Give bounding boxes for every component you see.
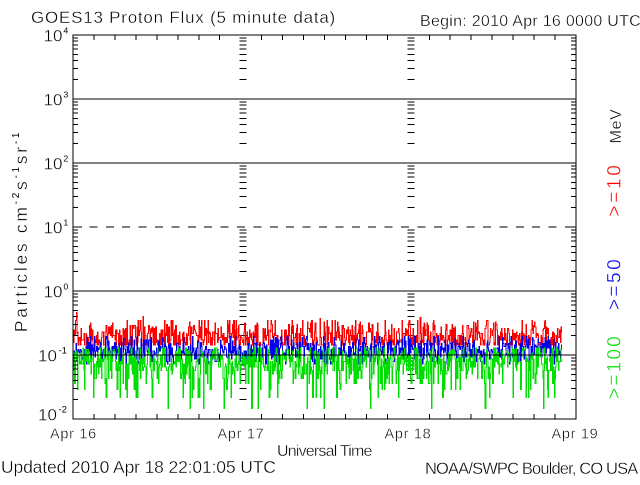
svg-text:10: 10	[44, 27, 63, 46]
svg-text:Universal Time: Universal Time	[277, 443, 373, 460]
svg-text:Apr 16: Apr 16	[50, 427, 97, 443]
svg-text:3: 3	[64, 90, 69, 100]
svg-text:GOES13 Proton Flux (5 minute d: GOES13 Proton Flux (5 minute data)	[31, 8, 336, 27]
svg-text:10: 10	[38, 406, 57, 425]
svg-text:10: 10	[44, 219, 63, 238]
svg-text:10: 10	[44, 283, 63, 302]
svg-text:MeV: MeV	[608, 109, 625, 144]
svg-text:10: 10	[44, 91, 63, 110]
svg-text:Apr 19: Apr 19	[552, 427, 599, 443]
svg-text:10: 10	[44, 155, 63, 174]
svg-text:10: 10	[38, 347, 57, 366]
svg-text:-1: -1	[59, 346, 67, 357]
svg-text:Begin: 2010 Apr 16 0000 UTC: Begin: 2010 Apr 16 0000 UTC	[420, 13, 640, 30]
svg-text:Apr 18: Apr 18	[385, 427, 432, 443]
svg-text:0: 0	[64, 282, 69, 292]
svg-text:2: 2	[64, 154, 69, 164]
svg-text:>=100: >=100	[605, 334, 626, 399]
svg-text:NOAA/SWPC Boulder, CO USA: NOAA/SWPC Boulder, CO USA	[425, 460, 638, 478]
svg-text:>=10: >=10	[605, 162, 626, 216]
svg-text:Updated 2010 Apr 18 22:01:05 U: Updated 2010 Apr 18 22:01:05 UTC	[1, 457, 276, 477]
svg-text:1: 1	[64, 218, 69, 228]
svg-text:-2: -2	[59, 405, 67, 416]
svg-text:4: 4	[64, 26, 69, 36]
svg-text:Apr 17: Apr 17	[218, 427, 265, 443]
svg-text:>=50: >=50	[605, 257, 626, 310]
svg-text:Particles cm-2s-1sr-1: Particles cm-2s-1sr-1	[11, 130, 31, 332]
